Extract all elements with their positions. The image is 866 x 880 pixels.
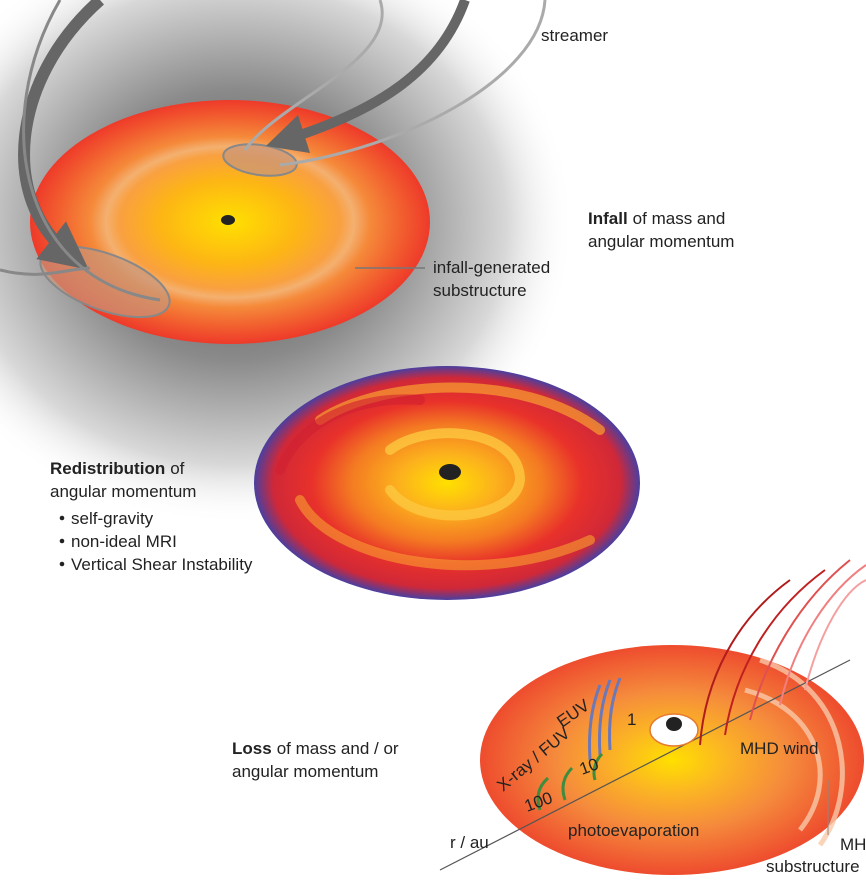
bullets bbox=[59, 515, 65, 567]
star bbox=[221, 215, 235, 225]
spiral-arms bbox=[275, 382, 605, 571]
label: infall-generated bbox=[433, 258, 550, 277]
section-text: angular momentum bbox=[50, 482, 196, 501]
mhd-rings bbox=[744, 657, 845, 847]
infall-arrows bbox=[0, 0, 547, 302]
label: substructure bbox=[433, 281, 527, 300]
label: MHD wind bbox=[740, 739, 818, 758]
mhd-wind-lines bbox=[699, 559, 866, 746]
label: streamer bbox=[541, 26, 608, 45]
section-title: Redistribution of bbox=[50, 459, 185, 478]
label: substructure bbox=[766, 857, 860, 876]
label: photoevaporation bbox=[568, 821, 699, 840]
text: of mass and bbox=[633, 209, 726, 228]
section-title: Infall of mass and bbox=[588, 209, 725, 228]
star bbox=[439, 464, 461, 480]
bold: Loss bbox=[232, 739, 272, 758]
bullet: Vertical Shear Instability bbox=[71, 555, 253, 574]
inner-disk bbox=[649, 713, 699, 747]
bold: Redistribution bbox=[50, 459, 165, 478]
label: r / au bbox=[450, 833, 489, 852]
text: of mass and / or bbox=[277, 739, 399, 758]
radius-label: 1 bbox=[627, 710, 636, 729]
photoevap-arrows bbox=[536, 677, 622, 811]
text: of bbox=[170, 459, 184, 478]
section-title: Loss of mass and / or bbox=[232, 739, 399, 758]
bullet: non-ideal MRI bbox=[71, 532, 177, 551]
section-text: angular momentum bbox=[588, 232, 734, 251]
section-text: angular momentum bbox=[232, 762, 378, 781]
bold: Infall bbox=[588, 209, 628, 228]
label: MHD bbox=[840, 835, 866, 854]
bullet: self-gravity bbox=[71, 509, 154, 528]
